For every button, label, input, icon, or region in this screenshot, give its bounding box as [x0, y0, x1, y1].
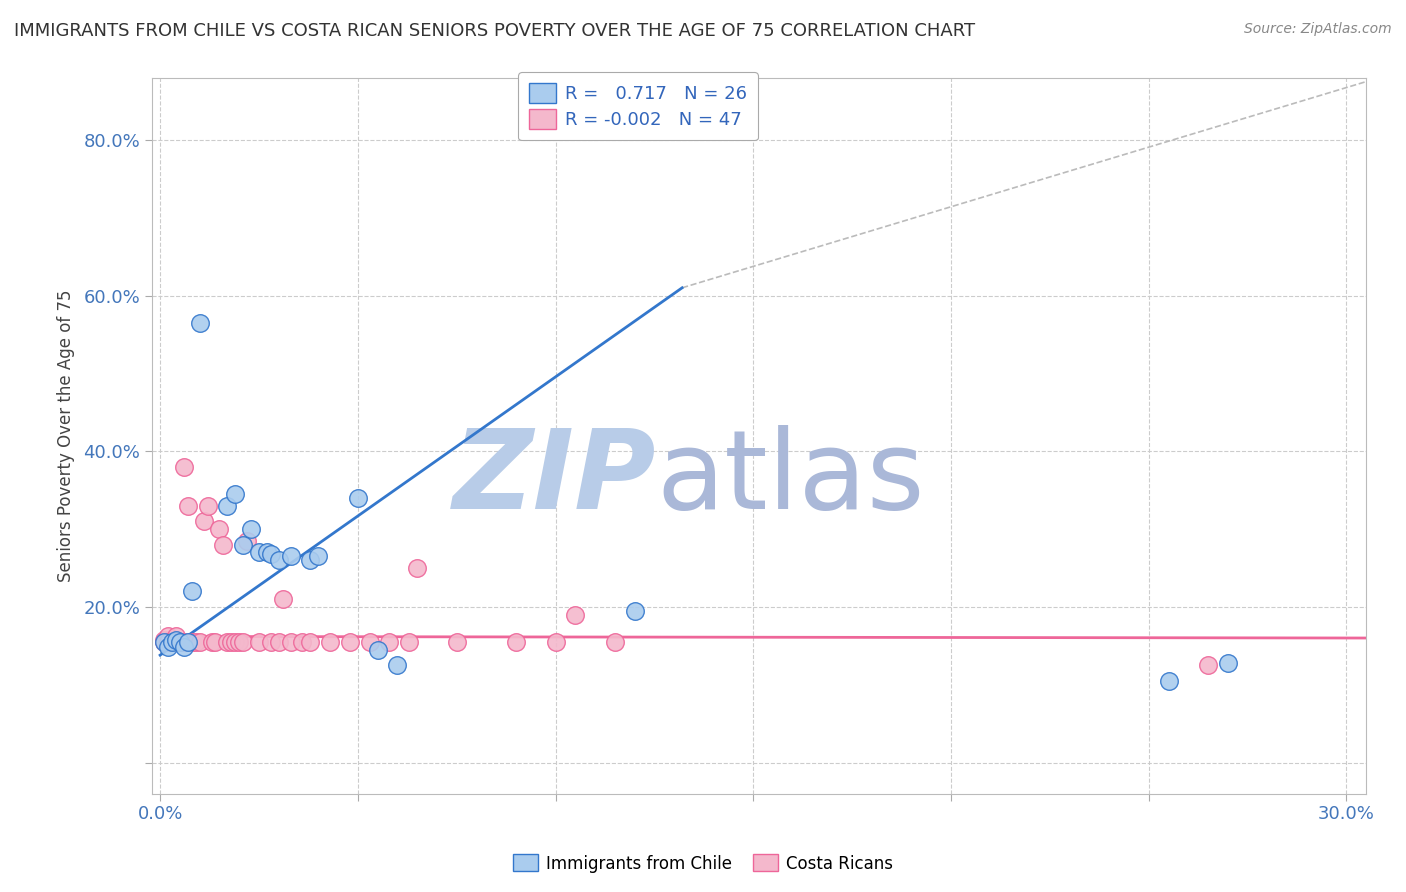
Legend: R =   0.717   N = 26, R = -0.002   N = 47: R = 0.717 N = 26, R = -0.002 N = 47 [517, 72, 758, 140]
Point [267, 635, 290, 649]
Point [197, 499, 219, 513]
Point [307, 549, 329, 564]
Point [160, 635, 183, 649]
Text: Source: ZipAtlas.com: Source: ZipAtlas.com [1244, 22, 1392, 37]
Point [1216, 656, 1239, 670]
Point [271, 592, 294, 607]
Text: IMMIGRANTS FROM CHILE VS COSTA RICAN SENIORS POVERTY OVER THE AGE OF 75 CORRELAT: IMMIGRANTS FROM CHILE VS COSTA RICAN SEN… [14, 22, 976, 40]
Point [169, 635, 191, 649]
Point [177, 499, 200, 513]
Point [180, 635, 202, 649]
Point [180, 584, 202, 599]
Point [224, 635, 246, 649]
Point [398, 635, 420, 649]
Point [1197, 658, 1219, 673]
Point [156, 635, 179, 649]
Point [359, 635, 381, 649]
Text: atlas: atlas [657, 425, 925, 533]
Point [232, 538, 254, 552]
Point [267, 553, 290, 567]
Point [299, 553, 322, 567]
Point [280, 549, 302, 564]
Point [260, 635, 283, 649]
Point [177, 635, 200, 649]
Point [228, 635, 250, 649]
Point [603, 635, 626, 649]
Point [156, 640, 179, 655]
Point [387, 658, 409, 673]
Point [232, 635, 254, 649]
Point [623, 604, 645, 618]
Point [169, 635, 191, 649]
Point [260, 547, 283, 561]
Point [188, 635, 211, 649]
Point [153, 635, 176, 649]
Point [169, 635, 191, 649]
Point [280, 635, 302, 649]
Point [160, 635, 183, 649]
Point [188, 316, 211, 330]
Point [193, 514, 215, 528]
Point [406, 561, 429, 575]
Point [347, 491, 370, 505]
Point [339, 635, 361, 649]
Point [204, 635, 226, 649]
Point [156, 630, 179, 644]
Point [240, 522, 263, 536]
Point [378, 635, 401, 649]
Point [153, 632, 176, 647]
Point [208, 522, 231, 536]
Point [184, 635, 207, 649]
Point [256, 545, 278, 559]
Point [1157, 673, 1180, 688]
Point [165, 630, 187, 644]
Point [219, 635, 242, 649]
Point [160, 635, 183, 649]
Point [446, 635, 468, 649]
Point [217, 635, 239, 649]
Point [173, 459, 195, 474]
Point [291, 635, 314, 649]
Text: ZIP: ZIP [453, 425, 657, 533]
Legend: Immigrants from Chile, Costa Ricans: Immigrants from Chile, Costa Ricans [506, 847, 900, 880]
Point [173, 640, 195, 655]
Point [544, 635, 567, 649]
Point [165, 635, 187, 649]
Point [173, 635, 195, 649]
Point [319, 635, 342, 649]
Point [247, 545, 270, 559]
Point [236, 533, 259, 548]
Point [564, 607, 586, 622]
Point [165, 632, 187, 647]
Point [299, 635, 322, 649]
Point [247, 635, 270, 649]
Point [212, 538, 235, 552]
Point [367, 642, 389, 657]
Y-axis label: Seniors Poverty Over the Age of 75: Seniors Poverty Over the Age of 75 [58, 289, 75, 582]
Point [505, 635, 527, 649]
Point [153, 635, 176, 649]
Point [224, 487, 246, 501]
Point [217, 499, 239, 513]
Point [200, 635, 222, 649]
